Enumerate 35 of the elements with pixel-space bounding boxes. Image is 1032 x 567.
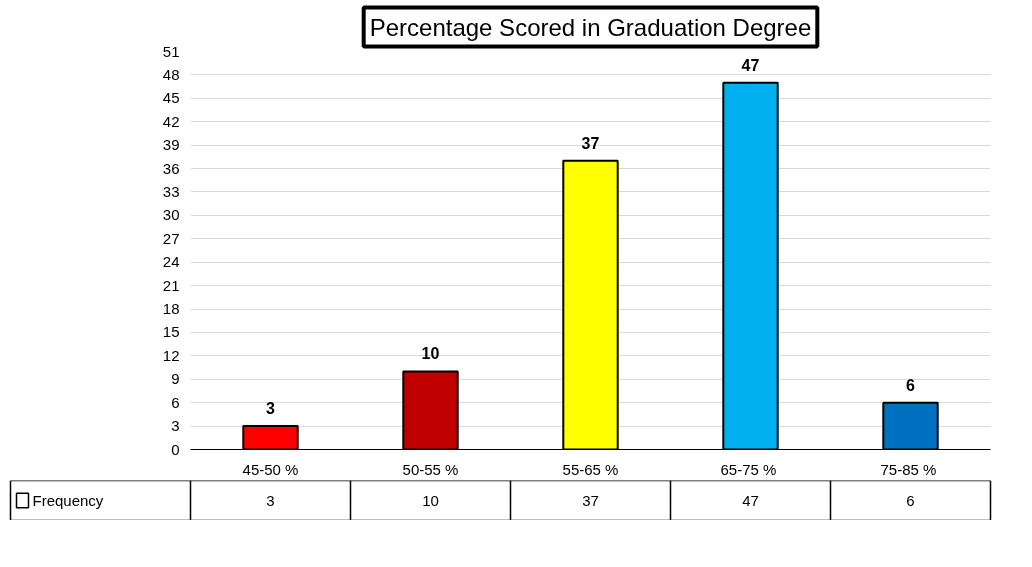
y-tick-label: 51: [162, 42, 180, 60]
y-tick-label: 42: [162, 112, 180, 130]
data-label: 3: [266, 491, 275, 509]
y-tick-label: 21: [162, 276, 180, 294]
data-label: 6: [906, 491, 915, 509]
x-tick-label: 65-75 %: [720, 460, 777, 478]
y-tick-label: 24: [162, 253, 180, 271]
x-tick-label: 45-50 %: [242, 460, 299, 478]
y-tick-label: 33: [162, 182, 180, 200]
y-tick-label: 48: [162, 65, 180, 83]
annotation: 6: [906, 376, 916, 394]
y-tick-label: 6: [171, 393, 180, 411]
x-tick-label: 50-55 %: [402, 460, 459, 478]
chart-title: Percentage Scored in Graduation Degree: [369, 13, 812, 41]
annotation: 37: [581, 134, 600, 152]
data-label: 37: [582, 491, 599, 509]
y-tick-label: 36: [162, 159, 180, 177]
y-tick-label: 27: [162, 229, 180, 247]
y-tick-label: 15: [162, 323, 180, 341]
y-tick-label: 0: [171, 440, 180, 458]
y-tick-label: 45: [162, 89, 180, 107]
y-tick-label: 39: [162, 136, 180, 154]
x-tick-label: 55-65 %: [562, 460, 619, 478]
data-label: 47: [742, 491, 759, 509]
y-tick-label: 12: [162, 346, 180, 364]
annotation: 10: [421, 345, 440, 363]
x-tick-label: 75-85 %: [880, 460, 937, 478]
y-tick-label: 3: [171, 417, 180, 435]
annotation: 47: [741, 56, 760, 74]
y-tick-label: 30: [162, 206, 180, 224]
data-label: 10: [422, 491, 439, 509]
annotation: 3: [266, 400, 276, 418]
y-tick-label: 18: [162, 300, 180, 318]
legend-label: Frequency: [32, 492, 104, 509]
y-tick-label: 9: [171, 370, 180, 388]
